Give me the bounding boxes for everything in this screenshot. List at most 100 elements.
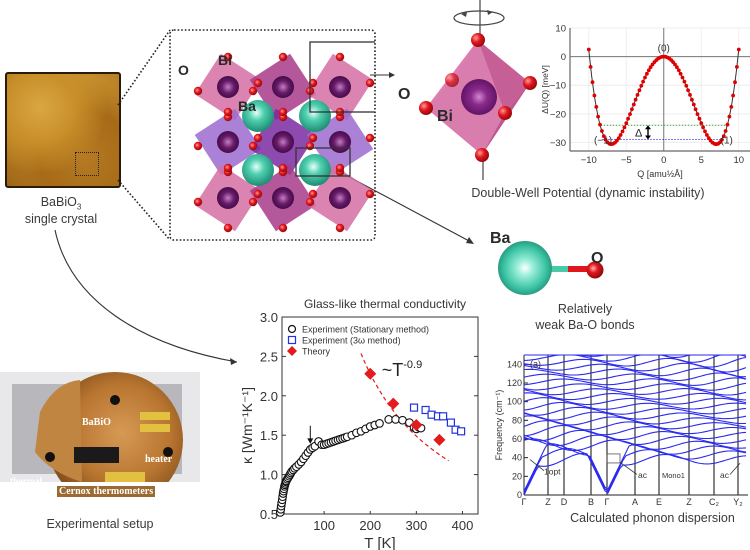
chart-title: Glass-like thermal conductivity bbox=[304, 297, 466, 311]
phonon-band bbox=[523, 424, 747, 437]
phonon-caption: Calculated phonon dispersion bbox=[570, 511, 735, 525]
transition-arrowhead bbox=[307, 438, 314, 444]
data-point bbox=[684, 83, 689, 88]
y-tick-label: 20 bbox=[512, 471, 522, 481]
o-atom bbox=[445, 73, 459, 87]
ba-atom bbox=[498, 241, 552, 295]
y-axis-label: Frequency (cm⁻¹) bbox=[494, 390, 504, 461]
arrowhead bbox=[466, 237, 474, 244]
data-point bbox=[690, 97, 694, 102]
sample-bar bbox=[74, 447, 119, 463]
x-tick-label: −10 bbox=[581, 155, 597, 166]
y-tick-label: 0.5 bbox=[260, 507, 278, 522]
phonon-band bbox=[523, 362, 747, 373]
plot-frame bbox=[281, 316, 479, 515]
y-tick-label: −30 bbox=[550, 138, 566, 149]
k-point-label: Z bbox=[686, 497, 692, 507]
heater-annotation: heater bbox=[145, 454, 173, 465]
phonon-band bbox=[523, 388, 747, 396]
k-point-label: Y₂ bbox=[733, 497, 743, 507]
o-atom bbox=[523, 76, 537, 90]
screw-hole bbox=[45, 452, 55, 462]
o-atom bbox=[223, 107, 233, 117]
o-atom bbox=[248, 197, 258, 207]
x-tick-label: 200 bbox=[359, 518, 381, 533]
ba-atom bbox=[299, 154, 331, 186]
bi-atom bbox=[217, 187, 239, 209]
data-point bbox=[635, 93, 640, 97]
y-tick-label: 1.0 bbox=[260, 468, 278, 483]
setup-drawing bbox=[12, 372, 183, 508]
y-tick-label: 1.5 bbox=[260, 428, 278, 443]
data-point bbox=[733, 80, 737, 85]
thermal-bath-line1: thermal bbox=[10, 477, 43, 487]
bi-atom bbox=[272, 187, 294, 209]
crystal-to-chart-arrow bbox=[54, 229, 238, 363]
y-tick-label: 2.0 bbox=[260, 389, 278, 404]
theory-data-point bbox=[387, 397, 400, 410]
bond-caption: Relatively weak Ba-O bonds bbox=[510, 301, 660, 333]
x-tick-label: −5 bbox=[621, 155, 632, 166]
k-point-label: B bbox=[588, 497, 594, 507]
ac-pointer bbox=[729, 463, 741, 475]
y-tick-label: −20 bbox=[550, 109, 566, 120]
screw-hole bbox=[163, 447, 173, 457]
phonon-band bbox=[523, 401, 747, 411]
power-law-base: ~T bbox=[382, 360, 404, 380]
o-atom bbox=[365, 78, 375, 88]
o-atom bbox=[278, 52, 288, 62]
data-point bbox=[697, 116, 702, 121]
phonon-band bbox=[523, 356, 747, 368]
y-tick-label: 2.5 bbox=[260, 349, 278, 364]
data-point bbox=[637, 88, 642, 93]
k-point-label: E bbox=[656, 497, 662, 507]
data-point bbox=[631, 102, 636, 107]
y-tick-label: 120 bbox=[507, 378, 522, 388]
o-atom bbox=[248, 141, 258, 151]
data-point bbox=[626, 116, 630, 121]
y-tick-label: 3.0 bbox=[260, 310, 278, 325]
data-point bbox=[675, 65, 679, 70]
data-point bbox=[721, 134, 726, 138]
o-atom bbox=[248, 86, 258, 96]
perovskite-structure bbox=[193, 41, 375, 233]
o-atom bbox=[365, 189, 375, 199]
thermal-bath-line2: bath bbox=[16, 487, 36, 497]
o-atom bbox=[278, 107, 288, 117]
phonon-band bbox=[523, 452, 747, 496]
o-atom bbox=[278, 223, 288, 233]
k-point-label: C₂ bbox=[709, 497, 719, 507]
y-tick-label: 100 bbox=[507, 397, 522, 407]
delta-arrowhead bbox=[645, 125, 651, 130]
o-atom bbox=[193, 197, 203, 207]
crystal-photo bbox=[5, 72, 121, 188]
data-point bbox=[641, 79, 645, 84]
zoom-box bbox=[606, 453, 621, 464]
data-point bbox=[688, 93, 692, 97]
bi-atom bbox=[329, 76, 351, 98]
3omega-data-point bbox=[421, 405, 430, 415]
bi-atom bbox=[217, 76, 239, 98]
y-tick-label: 80 bbox=[512, 415, 522, 425]
data-point bbox=[723, 129, 728, 133]
bond-caption-line2: weak Ba-O bonds bbox=[535, 318, 635, 332]
state-label-minus1: (−1) bbox=[594, 136, 612, 147]
y-tick-label: 10 bbox=[555, 24, 566, 35]
delta-label: Δ bbox=[635, 127, 643, 139]
data-point bbox=[720, 137, 724, 142]
lopt-pointer bbox=[529, 459, 545, 472]
data-point bbox=[622, 125, 627, 130]
bi-atom bbox=[461, 79, 497, 115]
data-point bbox=[643, 75, 647, 80]
phase-label: Mono1 bbox=[662, 471, 685, 480]
crystal-formula: BaBiO bbox=[40, 195, 77, 209]
data-point bbox=[699, 121, 704, 126]
data-point bbox=[648, 65, 653, 70]
o-atom bbox=[253, 133, 263, 143]
phonon-band bbox=[523, 415, 747, 426]
x-tick-label: 100 bbox=[313, 518, 335, 533]
theory-data-point bbox=[433, 433, 446, 446]
3omega-data-point bbox=[409, 403, 419, 412]
bi-atom bbox=[217, 131, 239, 153]
crystal-formula-subscript: 3 bbox=[76, 202, 82, 212]
